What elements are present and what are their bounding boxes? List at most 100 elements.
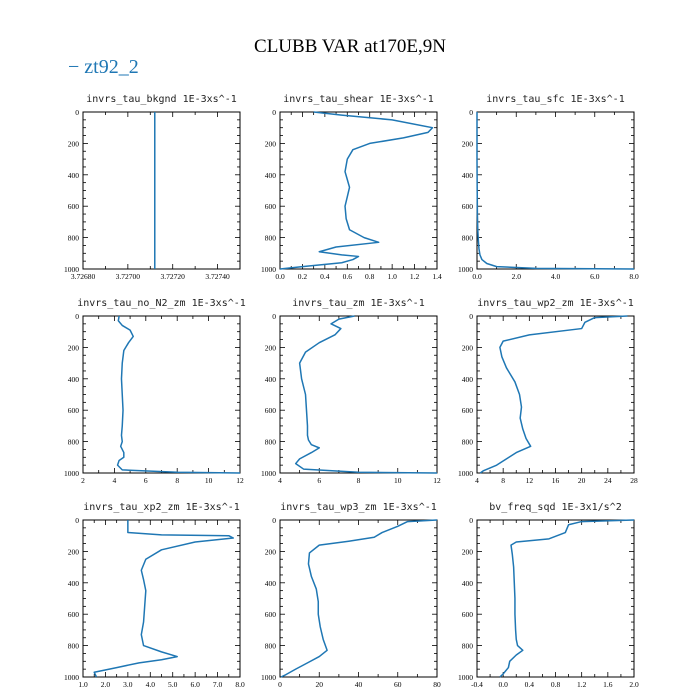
y-tick-label: 200 [265, 139, 277, 148]
x-tick-label: 80 [433, 680, 441, 689]
y-tick-label: 600 [462, 406, 474, 415]
y-tick-label: 400 [265, 375, 277, 384]
x-tick-label: 0.0 [472, 272, 482, 281]
x-tick-label: 1.0 [78, 680, 88, 689]
plot-frame [279, 519, 438, 678]
plot-frame [279, 315, 438, 474]
subplot-3: invrs_tau_sfc 1E-3xs^-1 0 200 400 600 800 1000… [458, 94, 639, 281]
x-tick-label: 5.0 [168, 680, 178, 689]
y-tick-label: 400 [462, 171, 474, 180]
y-tick-label: 0 [469, 108, 473, 117]
y-tick-label: 600 [462, 202, 474, 211]
y-tick-label: 200 [68, 343, 80, 352]
y-tick-label: 400 [68, 579, 80, 588]
x-tick-label: 0 [278, 680, 282, 689]
x-tick-label: 1.6 [603, 680, 613, 689]
x-tick-label: 6 [144, 476, 148, 485]
x-tick-label: 12 [433, 476, 441, 485]
figure-title: CLUBB VAR at170E,9N [254, 36, 446, 57]
x-tick-label: 0.8 [551, 680, 561, 689]
y-tick-label: 400 [68, 171, 80, 180]
x-tick-label: 20 [578, 476, 586, 485]
series-line [499, 519, 635, 678]
y-tick-label: 0 [272, 312, 276, 321]
x-tick-label: 0.8 [365, 272, 375, 281]
y-tick-label: 600 [265, 610, 277, 619]
subplot-5: invrs_tau_zm 1E-3xs^-1 0 200 400 600 800 10004… [261, 298, 441, 485]
y-tick-label: 600 [462, 610, 474, 619]
x-tick-label: 2.0 [512, 272, 522, 281]
y-tick-label: 0 [469, 516, 473, 525]
subplot-title: invrs_tau_sfc 1E-3xs^-1 [486, 94, 624, 105]
y-tick-label: 0 [272, 516, 276, 525]
y-tick-label: 800 [68, 642, 80, 651]
y-tick-label: 1000 [261, 469, 276, 478]
subplot-2: invrs_tau_shear 1E-3xs^-1 0 200 400 600 800 10… [261, 94, 442, 281]
y-tick-label: 1000 [64, 469, 79, 478]
series-line [476, 112, 635, 270]
x-tick-label: 2.0 [629, 680, 639, 689]
x-tick-label: 4.0 [551, 272, 561, 281]
subplot-1: invrs_tau_bkgnd 1E-3xs^-1 0 200 400 600 800 10… [64, 94, 241, 281]
legend-entry: − zt92_2 [68, 56, 139, 78]
y-tick-label: 200 [462, 139, 474, 148]
subplot-6: invrs_tau_wp2_zm 1E-3xs^-1 0 200 400 600 800 1… [458, 298, 638, 485]
x-tick-label: 16 [552, 476, 560, 485]
series-line [294, 315, 438, 474]
y-tick-label: 800 [462, 438, 474, 447]
subplot-title: invrs_tau_wp3_zm 1E-3xs^-1 [280, 502, 437, 513]
x-tick-label: 4 [475, 476, 479, 485]
series-line [479, 315, 628, 474]
y-tick-label: 600 [265, 406, 277, 415]
x-tick-label: 8 [357, 476, 361, 485]
plot-frame [82, 315, 241, 474]
x-tick-label: 0.4 [525, 680, 535, 689]
subplot-4: invrs_tau_no_N2_zm 1E-3xs^-1 0 200 400 600 80… [64, 298, 246, 485]
y-tick-label: 1000 [64, 265, 79, 274]
y-tick-label: 200 [462, 343, 474, 352]
subplot-9: bv_freq_sqd 1E-3x1/s^2 0 200 400 600 800 1000-… [458, 502, 639, 689]
x-tick-label: 24 [604, 476, 612, 485]
x-tick-label: 20 [316, 680, 324, 689]
x-tick-label: 1.2 [577, 680, 587, 689]
x-tick-label: 4 [278, 476, 282, 485]
x-tick-label: 28 [630, 476, 638, 485]
y-tick-label: 200 [68, 139, 80, 148]
y-tick-label: 800 [68, 234, 80, 243]
y-tick-label: 600 [68, 406, 80, 415]
x-tick-label: 7.0 [213, 680, 223, 689]
y-tick-label: 1000 [261, 265, 276, 274]
subplot-title: invrs_tau_no_N2_zm 1E-3xs^-1 [77, 298, 246, 309]
x-tick-label: 0.0 [275, 272, 285, 281]
x-tick-label: 10 [394, 476, 402, 485]
x-tick-label: 10 [205, 476, 213, 485]
y-tick-label: 800 [462, 234, 474, 243]
plot-frame [82, 519, 241, 678]
y-tick-label: 600 [68, 202, 80, 211]
y-tick-label: 0 [75, 516, 79, 525]
y-tick-label: 400 [68, 375, 80, 384]
subplot-8: invrs_tau_wp3_zm 1E-3xs^-102004006008001… [261, 502, 441, 689]
subplot-title: invrs_tau_zm 1E-3xs^-1 [292, 298, 424, 309]
y-tick-label: 1000 [261, 673, 276, 682]
y-tick-label: 800 [265, 234, 277, 243]
subplot-title: invrs_tau_wp2_zm 1E-3xs^-1 [477, 298, 634, 309]
x-tick-label: 0.0 [498, 680, 508, 689]
y-tick-label: 0 [469, 312, 473, 321]
y-tick-label: 200 [462, 547, 474, 556]
subplot-title: invrs_tau_shear 1E-3xs^-1 [283, 94, 434, 105]
y-tick-label: 800 [68, 438, 80, 447]
plot-frame [476, 111, 635, 270]
x-tick-label: 1.0 [387, 272, 397, 281]
y-tick-label: 1000 [458, 469, 473, 478]
y-tick-label: 600 [265, 202, 277, 211]
y-tick-label: 200 [68, 547, 80, 556]
subplot-7: invrs_tau_xp2_zm 1E-3xs^-1 0 200 400 600 800 1… [64, 502, 245, 689]
y-tick-label: 800 [265, 642, 277, 651]
y-tick-label: 200 [265, 547, 277, 556]
x-tick-label: 60 [394, 680, 402, 689]
x-tick-label: 6 [317, 476, 321, 485]
plot-frame [476, 315, 635, 474]
x-tick-label: 0.4 [320, 272, 330, 281]
